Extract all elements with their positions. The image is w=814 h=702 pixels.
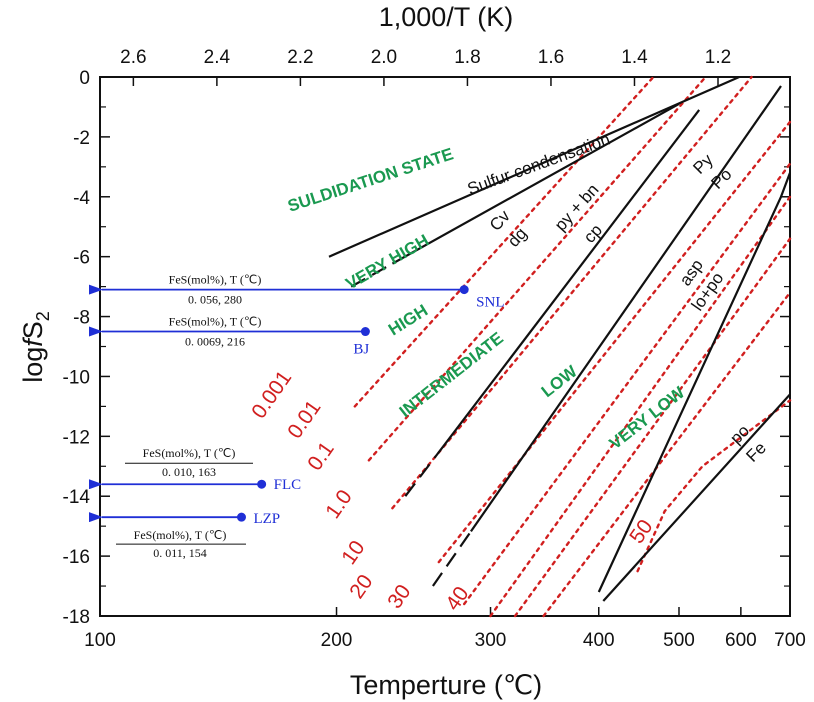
contour-lines [353, 75, 792, 618]
x2-tick-label: 2.0 [371, 47, 397, 68]
sample-points: SNL FeS(mol%), T (℃) 0. 056, 280 BJ FeS(mol%… [89, 273, 505, 560]
contour-label-1.0: 1.0 [321, 486, 357, 523]
reaction-line [470, 85, 782, 533]
y-tick-label: -10 [63, 367, 90, 388]
y-tick-label: -4 [73, 188, 90, 209]
sample-point [459, 285, 469, 295]
contour-label-0.1: 0.1 [303, 438, 339, 475]
y-tick-label: -18 [63, 607, 90, 628]
contour-line [489, 195, 792, 618]
contour-label-10: 10 [337, 537, 369, 569]
contour-label-0.01: 0.01 [283, 396, 325, 443]
sample-annotation-header: FeS(mol%), T (℃) [143, 446, 236, 460]
x2-tick-label: 2.6 [120, 47, 146, 68]
zone-label-low: LOW [538, 361, 582, 401]
y-axis-title: logfS2 [18, 311, 53, 383]
x2-tick-label: 2.4 [204, 47, 231, 68]
contour-label-30: 30 [383, 581, 415, 613]
x-axis-title: Temperture (℃) [350, 670, 542, 700]
y-tick-label: -2 [73, 128, 90, 149]
x-tick-label: 500 [663, 630, 695, 651]
x-tick-label: 700 [774, 630, 806, 651]
contour-line [513, 237, 792, 618]
zone-label-very-high: VERY HIGH [343, 231, 433, 294]
sample-label: SNL [476, 295, 504, 311]
sample-annotation-header: FeS(mol%), T (℃) [169, 315, 262, 329]
contour-line [367, 75, 707, 462]
reaction-line [442, 109, 701, 448]
reaction-line [391, 102, 680, 265]
reaction-line [597, 172, 792, 593]
reaction-line-dashed [350, 262, 393, 288]
sample-annotation-header: FeS(mol%), T (℃) [134, 528, 227, 542]
sample-annotation-value: 0. 056, 280 [188, 293, 242, 307]
contour-line [353, 75, 655, 408]
sample-annotation-value: 0. 011, 154 [153, 546, 207, 560]
y-tick-label: -8 [73, 308, 90, 329]
sample-label: FLC [274, 477, 302, 493]
x-tick-label: 200 [321, 630, 353, 651]
y-tick-label: -6 [73, 248, 90, 269]
zone-label-sulfidation-state: SULDIDATION STATE [285, 144, 455, 215]
x-tick-label: 400 [583, 630, 615, 651]
contour-line [463, 162, 792, 606]
y-tick-label: -16 [63, 547, 90, 568]
x2-tick-label: 1.6 [538, 47, 564, 68]
sample-point [257, 479, 267, 489]
reaction-label-dg: dg [504, 224, 531, 251]
top-axis-title: 1,000/T (K) [379, 2, 514, 32]
reaction-line [328, 75, 740, 258]
sample-point [360, 327, 370, 337]
zone-label-high: HIGH [385, 301, 431, 340]
zone-label-intermediate: INTERMEDIATE [396, 328, 507, 421]
sample-label: LZP [253, 511, 280, 527]
reaction-lines [328, 75, 792, 602]
contour-label-40: 40 [441, 583, 473, 615]
x2-tick-label: 1.8 [454, 47, 480, 68]
x2-tick-label: 1.4 [621, 47, 648, 68]
contour-line [542, 291, 792, 618]
x-tick-label: 100 [84, 630, 116, 651]
contour-line [391, 75, 753, 510]
y-tick-label: 0 [79, 68, 90, 89]
contour-line [437, 120, 792, 564]
sample-annotation-value: 0. 0069, 216 [185, 335, 245, 349]
x2-tick-label: 2.2 [287, 47, 313, 68]
sample-annotation-header: FeS(mol%), T (℃) [169, 273, 262, 287]
contour-label-0.001: 0.001 [247, 367, 296, 423]
sample-point [236, 512, 246, 522]
reaction-line-dashed [432, 530, 472, 587]
reaction-line-dashed [404, 445, 445, 497]
sample-label: BJ [353, 342, 369, 358]
sample-annotation-value: 0. 010, 163 [162, 465, 216, 479]
reaction-label-cp: cp [580, 221, 606, 247]
contour-line [636, 399, 792, 573]
y-tick-label: -12 [63, 427, 90, 448]
x-tick-label: 600 [725, 630, 757, 651]
x2-tick-label: 1.2 [705, 47, 731, 68]
x-tick-label: 300 [475, 630, 507, 651]
chart-labels: 1,000/T (K) Temperture (℃) logfS2 Sulfur… [18, 2, 770, 700]
contour-label-50: 50 [625, 516, 657, 548]
y-tick-label: -14 [63, 487, 91, 508]
reaction-line [602, 393, 791, 602]
contour-label-20: 20 [345, 571, 377, 603]
